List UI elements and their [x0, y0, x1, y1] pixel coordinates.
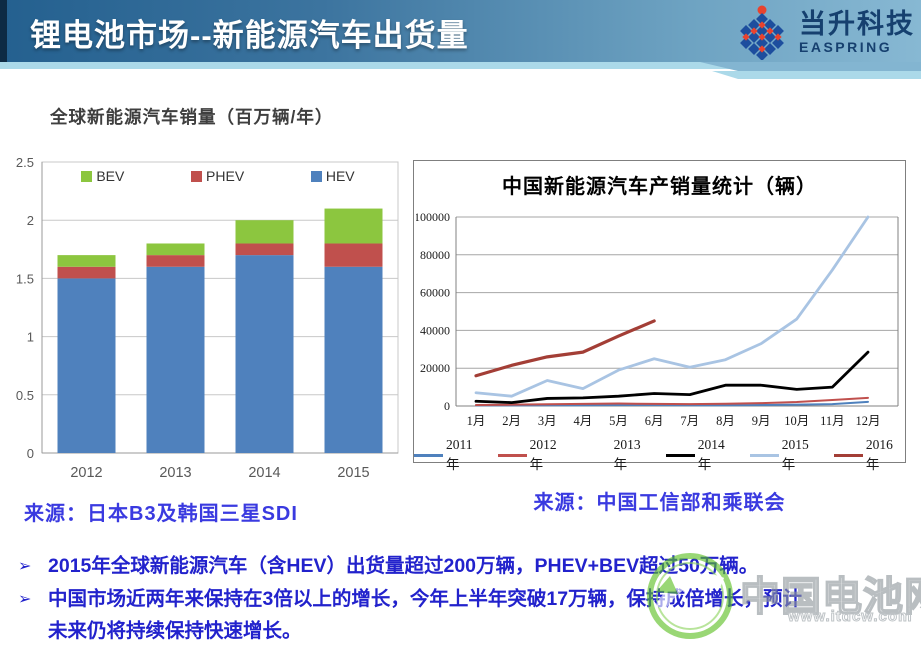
left-source-note: 来源：日本B3及韩国三星SDI [24, 503, 298, 525]
svg-text:8月: 8月 [716, 414, 735, 428]
svg-text:2月: 2月 [502, 414, 521, 428]
legend-label: PHEV [206, 168, 245, 184]
svg-text:100000: 100000 [416, 210, 450, 224]
legend-line-2014年 [665, 453, 695, 457]
legend-label: 2013年 [613, 437, 641, 472]
page-title: 锂电池市场--新能源汽车出货量 [30, 18, 469, 53]
header-right-extension [700, 62, 921, 71]
legend-item-2016年: 2016年 [833, 437, 905, 473]
legend-line-2016年 [833, 453, 863, 457]
china-ev-line-chart: 0 20000 40000 60000 80000 100000 1月 2月 3月 4月 5月 6月 7… [416, 210, 899, 428]
legend-label: 2012年 [529, 437, 557, 472]
svg-text:2012: 2012 [70, 465, 102, 481]
svg-text:5月: 5月 [609, 414, 628, 428]
logo-name-en: EASPRING [799, 38, 893, 55]
legend-item-2015年: 2015年 [749, 437, 821, 473]
china-ev-chart-title: 中国新能源汽车产销量统计（辆） [502, 176, 817, 198]
easpring-logo-text: 当升科技 EASPRING [799, 8, 915, 55]
svg-text:1月: 1月 [467, 414, 486, 428]
svg-text:2.5: 2.5 [16, 155, 34, 170]
bar-2012-HEV [57, 278, 116, 453]
legend-swatch-HEV [310, 170, 322, 182]
bullet-arrow-icon: ➢ [18, 590, 32, 608]
legend-label: 2011年 [445, 437, 473, 472]
bar-2013-HEV [146, 266, 205, 453]
china-ev-chart-legend: 2011年 2012年 2013年 2014年 2015年 2016年 [414, 437, 905, 473]
line-2016年 [474, 319, 656, 378]
easpring-logo: 当升科技 EASPRING [733, 4, 915, 60]
svg-text:0: 0 [444, 399, 450, 413]
legend-label: 2014年 [697, 437, 725, 472]
svg-text:11月: 11月 [820, 414, 845, 428]
svg-text:20000: 20000 [420, 361, 450, 375]
legend-line-2013年 [581, 453, 611, 457]
bar-2014-HEV [235, 255, 294, 453]
bullet-text: 中国市场近两年来保持在3倍以上的增长，今年上半年突破17万辆，保持成倍增长，预计… [48, 587, 803, 642]
bar-2014-BEV [235, 220, 294, 244]
legend-label: HEV [325, 168, 355, 184]
bullet-item-1: ➢ 2015年全球新能源汽车（含HEV）出货量超过200万辆，PHEV+BEV超过… [12, 551, 818, 583]
bullet-text: 2015年全球新能源汽车（含HEV）出货量超过200万辆，PHEV+BEV超过5… [48, 555, 759, 577]
svg-text:6月: 6月 [645, 414, 664, 428]
legend-swatch-PHEV [191, 170, 203, 182]
global-ev-chart-legend: BEV PHEV HEV [48, 168, 388, 184]
svg-text:12月: 12月 [855, 414, 880, 428]
easpring-logo-icon [740, 5, 784, 60]
legend-line-2011年 [414, 453, 443, 457]
global-ev-chart-title: 全球新能源汽车销量（百万辆/年） [50, 107, 334, 127]
legend-item-HEV: HEV [310, 168, 355, 184]
bar-2013-PHEV [146, 255, 205, 267]
legend-swatch-BEV [81, 170, 93, 182]
legend-item-2014年: 2014年 [665, 437, 737, 473]
right-source-note: 来源：中国工信部和乘联会 [533, 492, 786, 514]
legend-label: 2016年 [865, 437, 893, 472]
line-2015年 [474, 215, 870, 398]
svg-text:10月: 10月 [784, 414, 809, 428]
bar-2012-BEV [57, 255, 116, 267]
legend-item-2012年: 2012年 [497, 437, 569, 473]
svg-text:0.5: 0.5 [16, 388, 34, 403]
legend-item-2011年: 2011年 [414, 437, 485, 473]
china-ev-chart-panel: 中国新能源汽车产销量统计（辆） 0 20000 40000 60000 80000 100… [413, 160, 906, 472]
svg-text:2: 2 [27, 213, 34, 228]
svg-text:1: 1 [27, 330, 34, 345]
svg-text:2015: 2015 [337, 465, 369, 481]
line-2014年 [474, 350, 870, 404]
header-strip [0, 62, 740, 69]
svg-text:0: 0 [27, 446, 34, 461]
bar-2013-BEV [146, 243, 205, 256]
legend-line-2012年 [497, 453, 527, 457]
svg-text:60000: 60000 [420, 286, 450, 300]
bar-2012-PHEV [57, 266, 116, 279]
line-2012年 [475, 396, 869, 407]
svg-text:80000: 80000 [420, 248, 450, 262]
legend-label: 2015年 [781, 437, 809, 472]
summary-bullets: ➢ 2015年全球新能源汽车（含HEV）出货量超过200万辆，PHEV+BEV超过… [12, 551, 818, 648]
legend-item-2013年: 2013年 [581, 437, 653, 473]
bar-2014-PHEV [235, 243, 294, 256]
bullet-item-2: ➢ 中国市场近两年来保持在3倍以上的增长，今年上半年突破17万辆，保持成倍增长，预… [12, 584, 818, 648]
bar-2015-HEV [324, 266, 383, 453]
legend-item-BEV: BEV [81, 168, 124, 184]
svg-text:9月: 9月 [752, 414, 771, 428]
logo-name-cn: 当升科技 [799, 8, 915, 39]
global-ev-stacked-bar-chart: 0 0.5 1 1.5 2 2.5 2012 2013 2014 2015 [16, 155, 399, 481]
legend-label: BEV [96, 168, 125, 184]
legend-item-PHEV: PHEV [191, 168, 244, 184]
svg-text:2013: 2013 [159, 465, 191, 481]
svg-text:7月: 7月 [680, 414, 699, 428]
bar-2015-PHEV [324, 243, 383, 267]
svg-text:3月: 3月 [538, 414, 557, 428]
legend-line-2015年 [749, 453, 779, 457]
svg-text:1.5: 1.5 [16, 271, 34, 286]
svg-text:2014: 2014 [248, 465, 280, 481]
svg-text:40000: 40000 [420, 323, 450, 337]
header-right-extension-strip [712, 71, 921, 79]
bullet-arrow-icon: ➢ [18, 558, 32, 575]
bar-2015-BEV [324, 208, 383, 244]
svg-text:4月: 4月 [574, 414, 593, 428]
header-left-edge [0, 0, 7, 62]
